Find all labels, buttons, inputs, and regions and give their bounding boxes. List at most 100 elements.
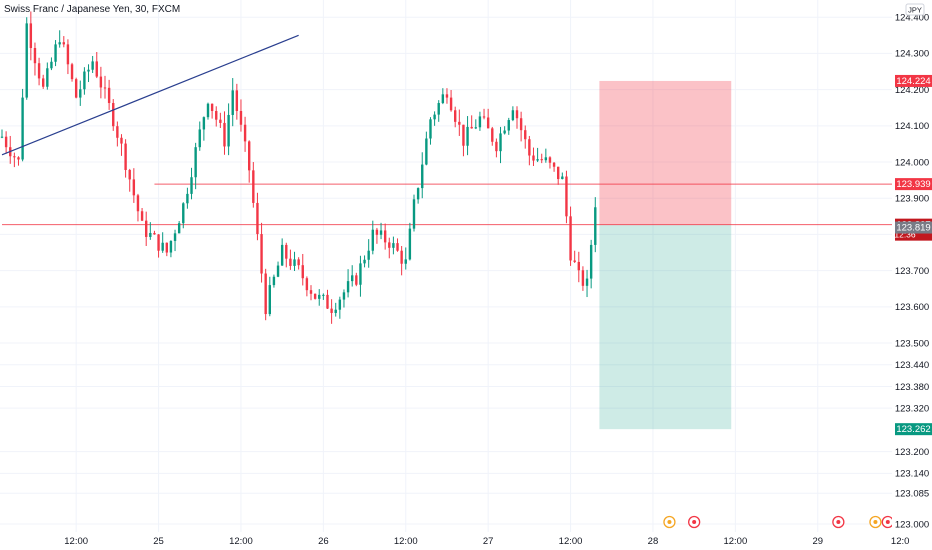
candle-body [334,309,337,313]
candle-body [326,294,329,309]
time-tick-label: 12:00 [64,536,88,547]
candle-body [346,281,350,293]
time-tick-label: 12:00 [229,536,253,547]
candle-body [177,223,181,234]
candle-body [153,232,156,235]
event-marker-dot [667,520,672,524]
candle-body [322,294,325,296]
price-tick-label: 123.200 [895,447,929,458]
candle-body [589,244,593,279]
candle-body [21,97,24,160]
price-tick-label: 124.300 [895,49,929,60]
candle-body [342,292,346,300]
candle-body [594,207,597,245]
candle-body [499,133,502,152]
event-markers[interactable] [663,515,894,529]
chart-grid [0,0,901,532]
candle-body [375,229,379,235]
candle-body [416,188,420,200]
candle-body [396,243,399,251]
candle-body [511,110,515,121]
candle-body [585,278,589,286]
candle-body [445,94,449,98]
candle-body [272,276,276,286]
candle-body [285,244,288,259]
candle-body [437,103,440,115]
candle-body [186,193,189,204]
price-label-badge [895,423,932,436]
candle-body [309,290,313,294]
candle-body [392,243,395,248]
price-label-text: 123.819 [896,223,930,234]
candle-body [140,211,144,221]
time-axis[interactable]: 12:00 25 12:00 26 12:00 27 12:00 28 12:00 29 12:0 [64,536,909,547]
time-axis-background[interactable] [0,532,932,550]
candle-body [210,103,214,111]
candle-body [565,176,568,217]
candle-body [449,97,453,111]
time-tick-label: 12:00 [394,536,418,547]
candle-body [383,230,387,243]
time-tick-label: 28 [648,536,659,547]
candle-body [239,110,243,125]
candle-body [297,259,300,266]
horizontal-lines [2,183,892,226]
candle-body [289,258,292,266]
stop-loss-zone[interactable] [599,80,732,225]
candle-body [112,103,115,127]
candle-body [25,23,28,98]
trend-line-segment[interactable] [1,34,299,156]
candle-body [46,68,49,87]
candle-body [87,69,90,72]
trend-line[interactable] [1,34,299,156]
price-tick-label: 123.440 [895,360,929,371]
currency-badge[interactable] [905,3,925,16]
candle-body [280,244,284,266]
take-profit-zone[interactable] [599,224,732,430]
candle-body [561,176,564,180]
candle-body [4,136,8,148]
price-axis-background[interactable] [892,0,932,550]
price-label-badge [895,221,932,234]
candle-body [42,78,45,87]
candle-body [573,260,576,262]
price-axis[interactable]: 124.400 124.300 124.200 124.100 124.000 123.9… [895,13,929,531]
candle-body [202,117,206,130]
candle-body [318,294,321,299]
short-position-tool[interactable] [599,80,732,430]
candle-body [486,117,490,129]
candle-body [198,129,201,148]
candle-body [91,61,94,70]
candle-body [400,250,403,264]
candle-body [495,141,498,152]
candle-body [548,157,552,163]
candle-body [276,265,280,277]
candle-body [17,157,20,160]
candle-body [293,259,296,266]
price-label-badge [895,74,932,87]
price-tick-label: 123.320 [895,403,929,414]
candle-body [264,273,267,315]
candle-body [128,169,131,180]
price-tick-label: 124.200 [895,85,929,96]
candle-body [569,216,572,261]
candle-body [256,202,259,235]
candle-body [219,119,222,123]
candle-body [433,114,436,120]
candle-body [388,242,391,248]
candle-body [458,121,461,125]
candle-body [0,136,4,138]
price-tick-label: 124.000 [895,157,929,168]
candle-body [206,103,210,118]
candle-body [482,116,486,118]
price-tick-label: 123.000 [895,519,929,530]
candle-body [124,143,127,170]
candle-body [29,23,33,49]
candle-body [408,228,412,260]
candle-body [99,76,103,88]
price-tick-label: 123.380 [895,382,929,393]
time-tick-label: 29 [812,536,823,547]
currency-badge-label: JPY [908,6,922,15]
